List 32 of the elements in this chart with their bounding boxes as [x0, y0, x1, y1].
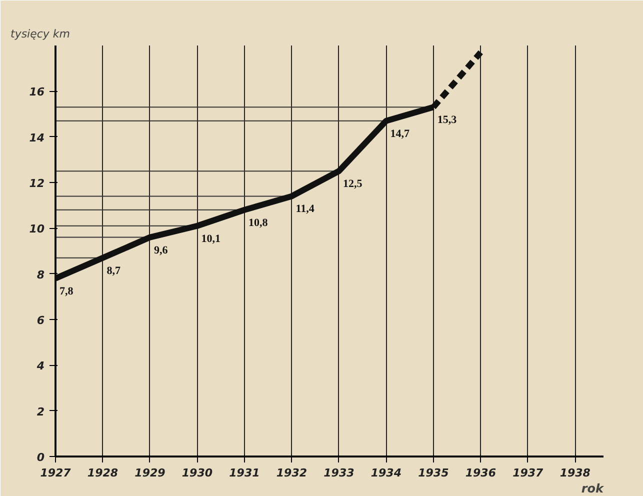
- y-tick-label: 8: [36, 268, 45, 282]
- data-label: 7,8: [60, 285, 74, 298]
- data-label: 11,4: [296, 203, 315, 216]
- data-label: 8,7: [106, 264, 121, 277]
- y-tick-label: 10: [29, 222, 45, 236]
- data-label: 9,6: [154, 244, 168, 256]
- y-tick-label: 0: [36, 451, 45, 464]
- x-axis-title: rok: [581, 482, 605, 496]
- y-tick-label: 6: [36, 314, 45, 327]
- x-tick-label: 1927: [40, 466, 72, 480]
- data-label: 10,1: [201, 232, 220, 245]
- y-tick-label: 16: [29, 86, 45, 99]
- x-tick-label: 1937: [512, 466, 544, 480]
- x-tick-label: 1935: [418, 466, 450, 480]
- x-tick-label: 1930: [182, 466, 213, 480]
- y-tick-label: 12: [29, 177, 45, 190]
- data-label: 15,3: [437, 114, 458, 126]
- data-label: 10,8: [248, 216, 268, 229]
- x-tick-label: 1938: [560, 466, 591, 480]
- x-tick-label: 1933: [324, 466, 355, 480]
- y-tick-label: 2: [36, 405, 45, 418]
- x-tick-label: 1934: [370, 466, 402, 480]
- y-tick-label: 4: [36, 360, 44, 373]
- data-label: 12,5: [342, 178, 363, 190]
- y-axis-title: tysięcy km: [10, 28, 70, 40]
- x-tick-label: 1928: [87, 466, 118, 480]
- x-tick-label: 1932: [276, 466, 308, 480]
- x-tick-label: 1936: [465, 466, 496, 480]
- y-tick-label: 14: [29, 131, 45, 144]
- data-label: 14,7: [390, 128, 410, 140]
- x-tick-label: 1931: [229, 466, 260, 480]
- x-tick-label: 1929: [134, 466, 166, 480]
